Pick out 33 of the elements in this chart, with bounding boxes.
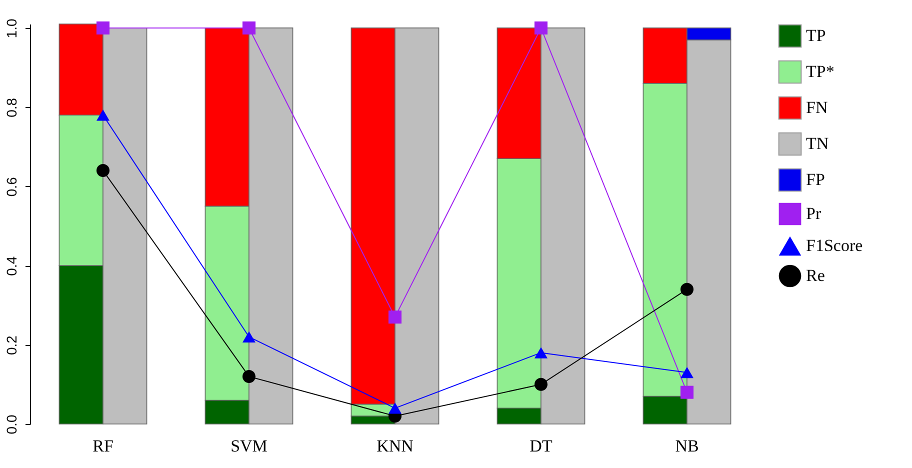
y-tick-label: 0.6 bbox=[4, 176, 20, 197]
point bbox=[534, 378, 548, 391]
legend-label: TP bbox=[806, 26, 826, 45]
legend-label: TN bbox=[806, 134, 829, 153]
point bbox=[242, 370, 256, 383]
legend-label: FN bbox=[806, 98, 828, 117]
x-tick-label: KNN bbox=[376, 436, 414, 456]
y-tick-label: 0.4 bbox=[4, 256, 20, 276]
point bbox=[96, 21, 110, 34]
y-tick-label: 0.0 bbox=[4, 414, 20, 434]
legend-label: FP bbox=[806, 170, 825, 189]
point bbox=[242, 331, 256, 343]
y-tick-label: 0.2 bbox=[4, 335, 20, 356]
legend-label: Re bbox=[806, 266, 825, 285]
point bbox=[680, 282, 694, 296]
legend-label: Pr bbox=[806, 204, 822, 223]
x-tick-label: NB bbox=[675, 436, 699, 456]
legend-label: F1Score bbox=[806, 236, 863, 255]
y-tick-label: 1.0 bbox=[4, 18, 20, 38]
point bbox=[242, 21, 256, 34]
point bbox=[534, 21, 548, 34]
point bbox=[388, 310, 402, 324]
point bbox=[534, 347, 548, 358]
x-tick-label: RF bbox=[92, 436, 114, 456]
y-tick-label: 0.8 bbox=[4, 98, 20, 118]
point bbox=[680, 366, 694, 378]
point bbox=[680, 386, 694, 399]
point bbox=[96, 109, 110, 121]
x-tick-label: SVM bbox=[230, 436, 268, 456]
legend-label: TP* bbox=[806, 62, 834, 81]
x-tick-label: DT bbox=[530, 436, 553, 456]
point bbox=[96, 164, 110, 178]
point bbox=[388, 402, 402, 414]
